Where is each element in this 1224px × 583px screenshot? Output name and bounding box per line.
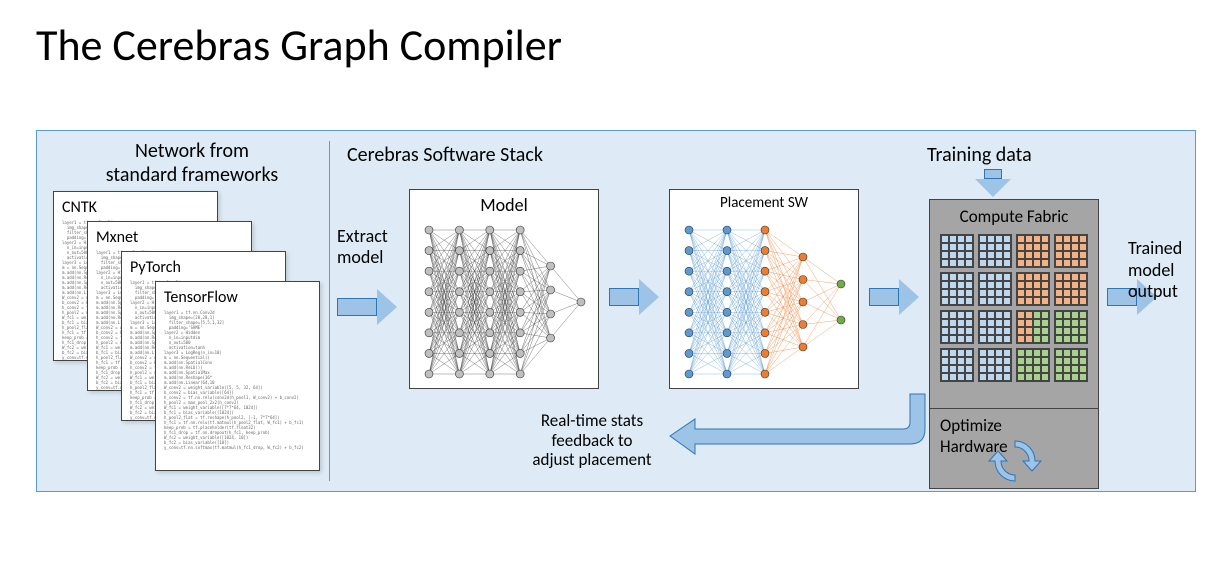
fabric-chip [1054,272,1088,306]
output-label: Trained model output [1128,238,1182,303]
feedback-label: Real-time stats feedback to adjust place… [517,411,667,470]
fabric-chip [978,272,1012,306]
arrow-extract [337,289,397,325]
fabric-chip [1016,272,1050,306]
fabric-chip [940,348,974,382]
framework-card-label: TensorFlow [164,288,238,307]
fabric-chip [940,272,974,306]
feedback-arrow [665,389,935,459]
fabric-chip [1016,234,1050,268]
training-data-label: Training data [927,143,1032,167]
compute-fabric-box: Compute Fabric [929,199,1099,409]
framework-card-label: Mxnet [96,228,138,247]
page-title: The Cerebras Graph Compiler [36,18,562,72]
compute-fabric-title: Compute Fabric [930,200,1098,227]
model-box-title: Model [410,190,598,216]
fabric-chip [978,234,1012,268]
fabric-chip [1016,310,1050,344]
optimize-hardware-panel: Optimize Hardware [929,409,1099,489]
fabric-chip [940,310,974,344]
arrow-to-placement [609,279,659,315]
frameworks-region-label: Network from standard frameworks [87,139,297,187]
extract-model-label: Extract model [337,226,388,267]
placement-box: Placement SW [669,189,859,389]
placement-box-title: Placement SW [670,190,858,212]
arrow-training-data [975,169,1011,197]
model-box: Model [409,189,599,389]
model-nn-graph [417,220,593,384]
compute-fabric-grid [940,234,1088,382]
fabric-chip [978,310,1012,344]
arrow-to-compute [869,279,919,315]
stack-region-label: Cerebras Software Stack [347,143,543,167]
fabric-chip [940,234,974,268]
code-preview: layer1 = tf.nn.Conv2d img_shape=[28,28,1… [164,310,311,450]
fabric-chip [1054,234,1088,268]
framework-card-tensorflow: TensorFlow layer1 = tf.nn.Conv2d img_sha… [155,281,320,471]
fabric-chip [1016,348,1050,382]
placement-nn-graph [677,220,853,384]
framework-card-label: PyTorch [130,258,181,277]
framework-card-label: CNTK [62,198,97,217]
fabric-chip [978,348,1012,382]
pipeline-panel: Network from standard frameworks Cerebra… [36,130,1196,492]
cycle-arrows-icon [985,437,1045,483]
fabric-chip [1054,348,1088,382]
section-divider [329,141,330,481]
fabric-chip [1054,310,1088,344]
